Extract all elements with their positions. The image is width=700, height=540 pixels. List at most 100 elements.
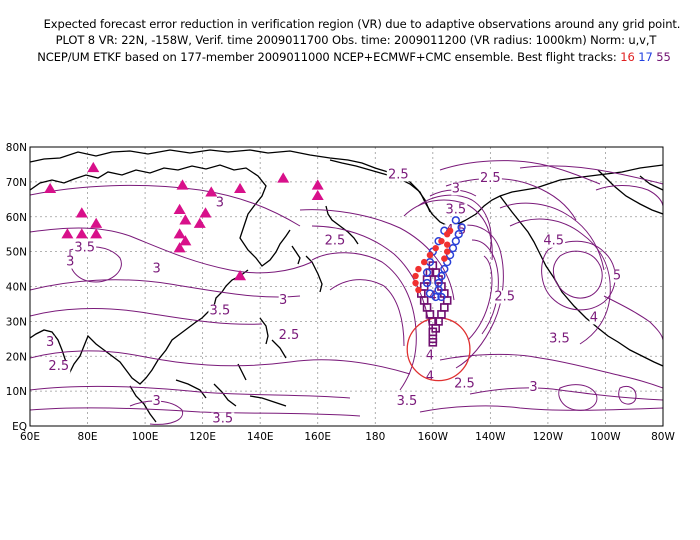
track-16-marker xyxy=(415,286,422,294)
contour-label-bg xyxy=(425,370,435,384)
contour-value-label: 4.5 xyxy=(77,450,98,465)
contour-label-bg xyxy=(512,426,521,439)
contour-value-label: 3.5 xyxy=(212,412,233,427)
track-55-marker xyxy=(431,268,440,277)
contour-value-label: 2.5 xyxy=(325,234,346,249)
contour-label-bg xyxy=(152,262,162,276)
track-17-marker xyxy=(451,237,460,246)
contour-value-label: 3.5 xyxy=(445,202,466,217)
latitude-tick-label: 50N xyxy=(6,247,27,259)
contour-value-label: 2.5 xyxy=(48,359,69,374)
contour-value-label: 3 xyxy=(66,255,74,270)
track-55-marker xyxy=(440,303,449,312)
observation-site-marker xyxy=(176,179,189,190)
track-16-marker xyxy=(426,251,434,259)
track-17-marker xyxy=(437,271,446,281)
observation-site-marker xyxy=(61,228,74,239)
track-55-label: 55 xyxy=(656,50,671,64)
map-content: 2.5 2.533 3.54.52.53.53 34.554 2.533.5 42.5 3.… xyxy=(30,149,663,478)
contour-value-label: 3 xyxy=(216,195,224,210)
contour-label-bg xyxy=(483,458,492,471)
observation-site-marker xyxy=(193,217,206,228)
contour-label-bg xyxy=(47,360,71,374)
longitude-tick-label: 100W xyxy=(590,431,621,443)
track-17-marker xyxy=(425,289,435,298)
contour-label-bg xyxy=(542,234,566,248)
longitude-tick-label: 140W xyxy=(475,431,506,443)
contour-label-bg xyxy=(96,465,119,478)
contour-label-bg xyxy=(211,412,235,426)
track-17-label: 17 xyxy=(638,50,653,64)
track-16-label: 16 xyxy=(620,50,635,64)
longitude-tick-label: 80W xyxy=(651,431,675,443)
longitude-tick-label: 180 xyxy=(365,431,385,443)
track-16-marker xyxy=(444,241,451,248)
contour-value-label: 3 xyxy=(452,181,460,196)
contour-value-label: 3.5 xyxy=(397,394,418,409)
observation-site-marker xyxy=(44,182,57,194)
contour-value-label: 2.5 xyxy=(279,328,300,343)
latitude-tick-label: 20N xyxy=(6,351,27,363)
observation-site-marker xyxy=(90,217,103,228)
contour-value-label: 3 xyxy=(314,460,322,475)
contour-label-bg xyxy=(547,332,571,346)
track-16-marker xyxy=(432,244,439,252)
observation-site-marker xyxy=(75,228,88,239)
longitude-tick-label: 140E xyxy=(247,431,274,443)
contour-value-label: 4 xyxy=(590,310,598,325)
contour-value-label: 3 xyxy=(529,380,537,395)
contour-value-label: 3 xyxy=(152,394,160,409)
track-55-marker xyxy=(428,337,438,347)
observation-site-marker xyxy=(199,207,212,218)
contour-value-label: 4.5 xyxy=(445,223,466,238)
observation-site-marker xyxy=(75,207,88,218)
contour-label-bg xyxy=(562,458,585,471)
contour-lines xyxy=(30,160,663,425)
contour-value-label: 3 xyxy=(152,262,160,277)
latitude-tick-label: 70N xyxy=(6,177,27,189)
longitude-tick-label: 60E xyxy=(20,431,40,443)
observation-site-marker xyxy=(277,172,290,183)
contour-value-label: 4 xyxy=(426,349,434,364)
contour-label-bg xyxy=(452,377,476,391)
contour-value-label: 2.5 xyxy=(454,377,475,392)
title-line-3: NCEP/UM ETKF based on 177-member 2009011… xyxy=(4,51,700,64)
contour-label-bg xyxy=(73,241,97,255)
contour-value-label: 2.5 xyxy=(494,289,515,304)
contour-label-bg xyxy=(493,290,517,304)
contour-label-bg xyxy=(208,304,232,318)
contour-value-label: 2.5 xyxy=(480,171,501,186)
observation-site-marker xyxy=(311,179,324,190)
contour-value-label: 2 xyxy=(483,457,491,472)
contour-label-bg xyxy=(277,328,301,342)
graticule xyxy=(30,147,663,426)
contour-value-label: 5 xyxy=(613,269,621,284)
track-16-marker xyxy=(444,230,451,238)
contour-label-bg xyxy=(444,203,468,217)
latitude-tick-label: 30N xyxy=(6,316,27,328)
track-16-marker xyxy=(412,272,419,280)
longitude-tick-label: 80E xyxy=(78,431,98,443)
flight-tracks xyxy=(412,216,466,347)
track-17-marker xyxy=(457,223,466,232)
longitude-tick-label: 160E xyxy=(304,431,331,443)
contour-label-bg xyxy=(478,171,502,185)
track-17-marker xyxy=(451,216,460,225)
contour-value-label: 3 xyxy=(46,335,54,350)
contour-value-label: 3.5 xyxy=(74,241,95,256)
track-17-marker xyxy=(437,292,446,302)
track-16-marker xyxy=(438,237,445,245)
observation-site-marker xyxy=(311,189,324,201)
latitude-tick-label: EQ xyxy=(12,421,27,433)
coastlines xyxy=(30,149,663,423)
observation-site-marker xyxy=(179,214,192,225)
contour-label-bg xyxy=(215,196,225,210)
observation-site-marker xyxy=(234,182,247,194)
latitude-tick-label: 60N xyxy=(6,212,27,224)
contour-label-bg xyxy=(451,182,461,196)
track-17-marker xyxy=(434,285,443,295)
track-17-marker xyxy=(422,268,432,277)
longitude-tick-label: 120E xyxy=(189,431,216,443)
